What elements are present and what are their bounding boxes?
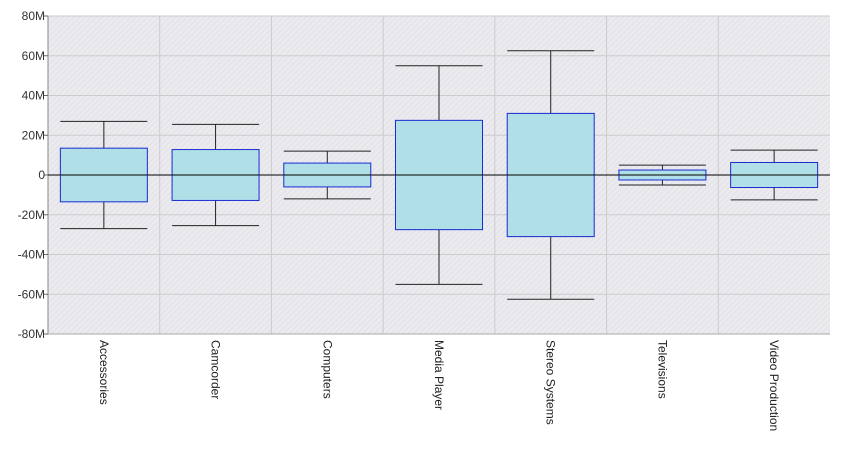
y-tick-label: -20M bbox=[18, 208, 45, 222]
y-tick-label: 40M bbox=[22, 89, 45, 103]
x-category-label: Televisions bbox=[655, 340, 669, 399]
y-tick-label: 60M bbox=[22, 49, 45, 63]
y-tick-label: 80M bbox=[22, 9, 45, 23]
x-category-label: Computers bbox=[320, 340, 334, 399]
y-tick-label: 0 bbox=[38, 168, 45, 182]
box-camcorder bbox=[171, 123, 260, 227]
box-televisions bbox=[618, 164, 707, 186]
boxes bbox=[59, 50, 819, 300]
y-tick-label: -60M bbox=[18, 287, 45, 301]
box-stereo-systems bbox=[506, 50, 595, 300]
y-tick-label: 20M bbox=[22, 128, 45, 142]
box-accessories bbox=[59, 120, 148, 230]
box-computers bbox=[283, 150, 372, 200]
x-category-label: Media Player bbox=[432, 340, 446, 410]
y-tick-label: -80M bbox=[18, 327, 45, 341]
x-category-label: Video Production bbox=[767, 340, 781, 431]
x-axis-category-labels: Accessories Camcorder Computers Media Playe… bbox=[97, 340, 781, 431]
box-media-player bbox=[395, 65, 483, 285]
x-category-label: Accessories bbox=[97, 340, 111, 405]
y-axis-tick-labels: 80M 60M 40M 20M 0 -20M -40M -60M -80M bbox=[18, 9, 48, 341]
x-category-label: Camcorder bbox=[209, 340, 223, 399]
x-category-label: Stereo Systems bbox=[544, 340, 558, 425]
box-video-production bbox=[730, 149, 819, 201]
y-tick-label: -40M bbox=[18, 248, 45, 262]
